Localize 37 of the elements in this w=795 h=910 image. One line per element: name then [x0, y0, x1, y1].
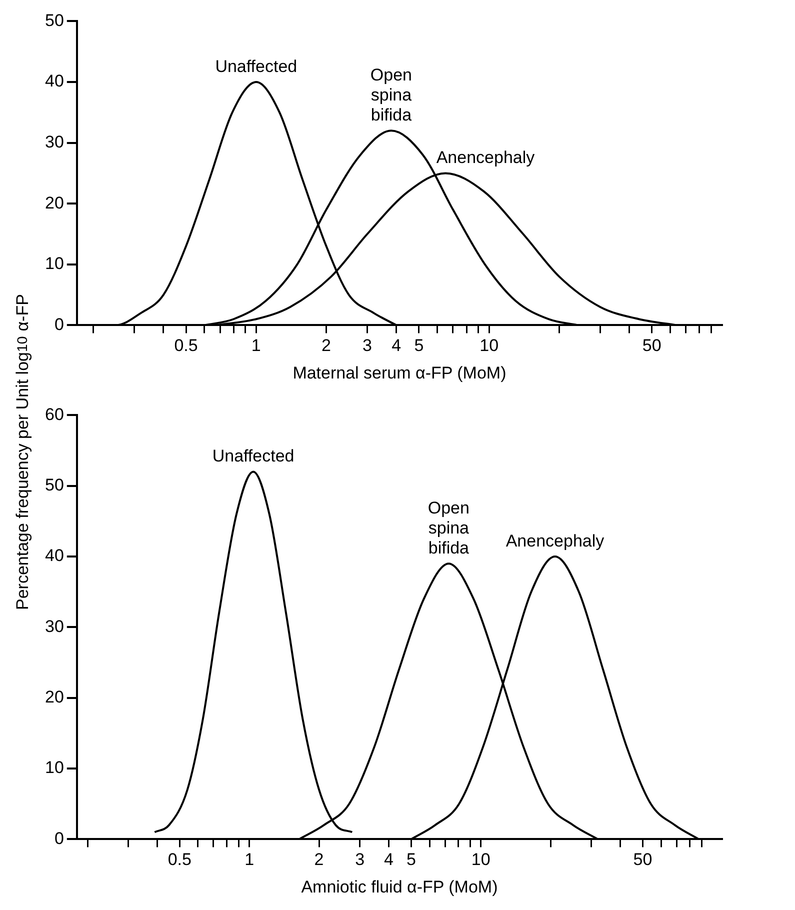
- x-tick-label: 50: [633, 850, 652, 870]
- x-tick-label: 4: [392, 336, 402, 356]
- x-tick-label: 50: [642, 336, 662, 356]
- y-tick-label: 60: [44, 404, 64, 424]
- y-tick-label: 10: [44, 254, 64, 274]
- x-tick-label: 3: [362, 336, 372, 356]
- y-tick-label: 40: [44, 546, 64, 566]
- x-tick-label: 4: [384, 850, 394, 870]
- x-tick-label: 10: [471, 850, 490, 870]
- y-tick-label: 30: [44, 132, 64, 152]
- x-tick-label: 10: [480, 336, 499, 356]
- y-tick-label: 0: [54, 828, 64, 848]
- series-label: Open spina bifida: [428, 498, 470, 558]
- series-label: Anencephaly: [436, 148, 536, 168]
- y-tick-label: 50: [44, 476, 64, 495]
- x-tick-label: 2: [322, 336, 332, 356]
- x-tick-label: 0.5: [174, 336, 198, 356]
- series-label: Open spina bifida: [370, 66, 412, 125]
- x-tick-label: 1: [251, 336, 261, 356]
- x-tick-label: 0.5: [168, 850, 192, 870]
- x-tick-label: 3: [355, 850, 365, 870]
- y-tick-label: 20: [44, 193, 64, 212]
- series-label: Anencephaly: [506, 532, 605, 551]
- x-tick-label: 5: [414, 336, 424, 356]
- y-tick-label: 50: [44, 10, 64, 30]
- y-tick-label: 20: [44, 688, 64, 707]
- x-tick-label: 1: [244, 850, 254, 870]
- x-tick-label: 2: [314, 850, 324, 870]
- y-tick-label: 0: [54, 314, 64, 334]
- y-tick-label: 30: [44, 616, 64, 636]
- y-tick-label: 10: [44, 758, 64, 778]
- x-tick-label: 5: [406, 850, 416, 870]
- series-label: Unaffected: [215, 57, 298, 76]
- x-axis-title: Amniotic fluid α-FP (MoM): [301, 877, 498, 896]
- x-axis-title: Maternal serum α-FP (MoM): [292, 363, 506, 382]
- series-label: Unaffected: [212, 446, 294, 466]
- y-tick-label: 40: [44, 72, 64, 91]
